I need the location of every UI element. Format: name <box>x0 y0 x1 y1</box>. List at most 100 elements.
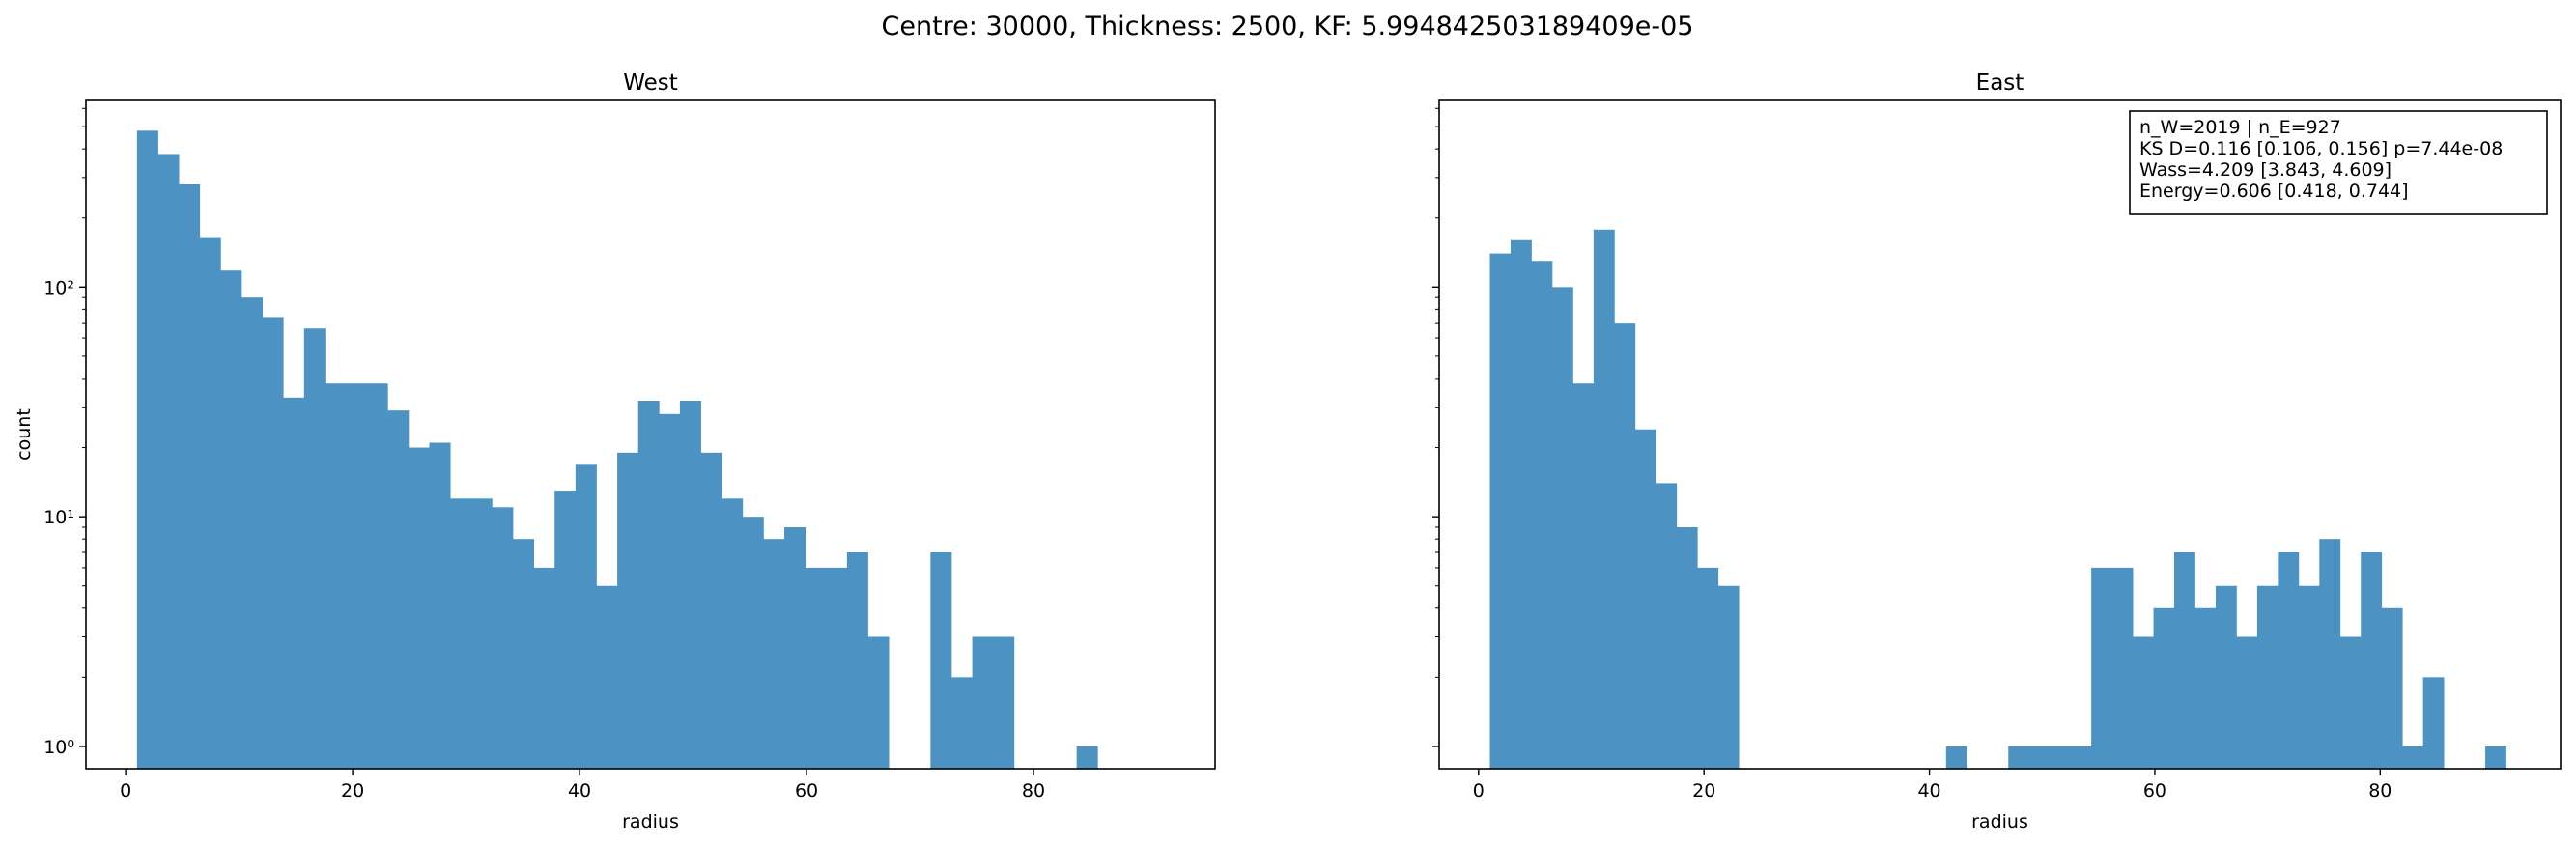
histogram-bar <box>2422 677 2445 769</box>
histogram-bar <box>220 270 242 770</box>
histogram-bar <box>2278 551 2300 769</box>
histogram-bar <box>993 636 1015 769</box>
histogram-bar <box>2402 746 2424 769</box>
histogram-bar <box>930 551 952 769</box>
histogram-bar <box>283 397 305 769</box>
histogram-bar <box>575 464 597 769</box>
stats-line: Wass=4.209 [3.843, 4.609] <box>2139 159 2392 181</box>
histogram-bar <box>1489 253 1512 769</box>
x-axis-label: radius <box>1971 811 2028 832</box>
histogram-bar <box>679 401 701 769</box>
histogram-bar <box>262 317 284 769</box>
x-tick-label: 40 <box>1917 780 1940 802</box>
stats-box <box>2129 110 2548 215</box>
x-tick-label: 60 <box>2143 780 2166 802</box>
x-tick-label: 20 <box>341 780 364 802</box>
histogram-bar <box>2194 607 2217 769</box>
histogram-bar <box>722 498 744 769</box>
x-axis-label: radius <box>622 811 679 832</box>
panel-title: West <box>623 70 678 96</box>
histogram-bar <box>1656 483 1678 769</box>
histogram-bar <box>1634 429 1656 769</box>
histogram-bar <box>2319 539 2341 769</box>
histogram-bar <box>1717 585 1740 769</box>
histogram-bar <box>846 551 868 769</box>
histogram-bar <box>2091 567 2112 769</box>
histogram-bar <box>1572 383 1595 769</box>
histogram-bar <box>492 507 514 769</box>
histogram-bar <box>2381 607 2403 769</box>
y-tick-label: 10² <box>43 277 74 298</box>
west-panel: 0 20 40 60 80 10⁰ 10¹ 10² West radius count <box>14 70 1216 832</box>
histogram-bar <box>1614 323 1636 769</box>
histogram-bar <box>136 130 158 769</box>
histogram-bar <box>2485 746 2506 769</box>
histogram-bar <box>2174 551 2195 769</box>
histogram-bar <box>700 452 722 769</box>
x-tick-label: 40 <box>568 780 591 802</box>
x-tick-label: 20 <box>1692 780 1715 802</box>
axes-frame <box>85 99 1216 770</box>
histogram-bar <box>2256 585 2279 769</box>
histogram-bar <box>2050 746 2072 769</box>
histogram-bar <box>742 517 764 769</box>
histogram-bar <box>2215 585 2237 769</box>
histogram-bar <box>867 636 890 769</box>
histogram-bar <box>2070 746 2092 769</box>
histogram-bar <box>1697 567 1719 769</box>
histogram-bar <box>805 567 827 769</box>
histogram-bar <box>157 154 180 769</box>
histogram-bar <box>1551 287 1573 769</box>
histogram-bar <box>2339 636 2362 769</box>
x-tick-label: 80 <box>2368 780 2392 802</box>
panel-title: East <box>1976 70 2024 96</box>
histogram-bar <box>554 491 577 769</box>
histogram-bar <box>1531 261 1553 770</box>
stats-line: n_W=2019 | n_E=927 <box>2139 117 2341 138</box>
histogram-bar <box>596 585 618 769</box>
histogram-bar <box>972 636 994 769</box>
histogram-bar <box>763 539 785 769</box>
histogram-bar <box>2111 567 2134 769</box>
histogram-bar <box>659 413 681 769</box>
histogram-bar <box>2008 746 2030 769</box>
bars <box>1489 229 2506 770</box>
histogram-bar <box>179 183 201 770</box>
histogram-bar <box>2361 551 2383 769</box>
y-tick-label: 10⁰ <box>43 737 74 758</box>
east-panel: 0 20 40 60 80 East radius n_W=2019 | n_E=927KS … <box>1432 70 2562 832</box>
histogram-bar <box>303 328 326 769</box>
histogram-bar <box>826 567 848 769</box>
histogram-bar <box>784 527 807 769</box>
figure-suptitle: Centre: 30000, Thickness: 2500, KF: 5.99… <box>882 12 1694 42</box>
histogram-bar <box>512 539 535 769</box>
stats-line: Energy=0.606 [0.418, 0.744] <box>2139 181 2409 202</box>
histogram-bar <box>2236 636 2258 769</box>
histogram-bar <box>346 383 368 769</box>
histogram-bar <box>387 410 410 769</box>
histogram-bar <box>199 237 221 770</box>
histogram-bar <box>637 401 660 769</box>
bars <box>136 130 1098 770</box>
y-tick-label: 10¹ <box>43 507 74 528</box>
histogram-bar <box>2133 636 2154 769</box>
histogram-bar <box>241 297 263 769</box>
histogram-bar <box>1945 746 1967 769</box>
stats-line: KS D=0.116 [0.106, 0.156] p=7.44e-08 <box>2139 138 2503 159</box>
x-tick-label: 60 <box>795 780 818 802</box>
histogram-bar <box>950 677 973 769</box>
x-tick-label: 0 <box>1473 780 1485 802</box>
histogram-bar <box>1676 527 1698 769</box>
histogram-bar <box>325 383 347 769</box>
histogram-bar <box>1510 239 1532 769</box>
histogram-bar <box>533 567 555 769</box>
histogram-bar <box>2153 607 2175 769</box>
histogram-bar <box>1593 229 1615 769</box>
histogram-bar <box>2028 746 2051 769</box>
histogram-bar <box>450 498 472 769</box>
histogram-bar <box>1076 746 1098 769</box>
histogram-bar <box>429 442 451 769</box>
histogram-bar <box>366 383 388 769</box>
histogram-bar <box>2298 585 2320 769</box>
